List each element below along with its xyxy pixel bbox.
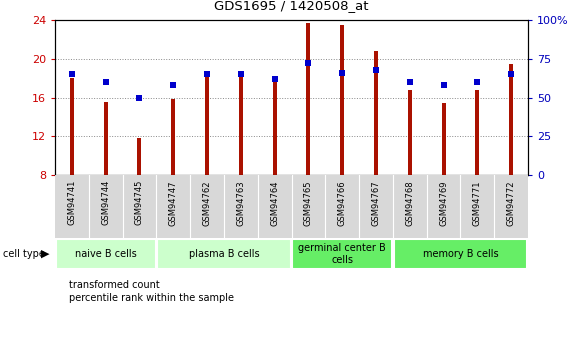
Text: GSM94747: GSM94747	[169, 180, 178, 226]
Bar	[171, 99, 176, 175]
Bar	[89, 175, 123, 238]
Bar	[441, 103, 445, 175]
Bar	[291, 175, 325, 238]
Bar	[306, 23, 311, 175]
Text: GSM94744: GSM94744	[101, 180, 110, 225]
Bar	[137, 138, 141, 175]
Text: germinal center B
cells: germinal center B cells	[298, 243, 386, 265]
Bar	[427, 175, 461, 238]
Text: GSM94745: GSM94745	[135, 180, 144, 225]
Text: transformed count: transformed count	[69, 280, 160, 290]
Bar	[393, 175, 427, 238]
Bar	[408, 90, 412, 175]
Bar	[475, 90, 479, 175]
Text: GSM94764: GSM94764	[270, 180, 279, 226]
Bar	[494, 175, 528, 238]
Text: GSM94762: GSM94762	[203, 180, 211, 226]
Text: GSM94771: GSM94771	[473, 180, 482, 226]
Bar	[509, 63, 513, 175]
Text: GSM94772: GSM94772	[507, 180, 516, 226]
Text: percentile rank within the sample: percentile rank within the sample	[69, 293, 234, 303]
Bar	[156, 175, 190, 238]
FancyBboxPatch shape	[394, 239, 527, 269]
Bar	[340, 25, 344, 175]
Text: GSM94765: GSM94765	[304, 180, 313, 226]
Text: naive B cells: naive B cells	[75, 249, 136, 259]
FancyBboxPatch shape	[56, 239, 156, 269]
Bar	[258, 175, 291, 238]
Bar	[461, 175, 494, 238]
Bar	[103, 102, 108, 175]
Text: plasma B cells: plasma B cells	[189, 249, 259, 259]
Bar	[224, 175, 258, 238]
Bar	[205, 73, 209, 175]
Text: cell type: cell type	[3, 249, 45, 259]
Bar	[273, 80, 277, 175]
Bar	[374, 51, 378, 175]
Text: GDS1695 / 1420508_at: GDS1695 / 1420508_at	[214, 0, 369, 12]
Bar	[359, 175, 393, 238]
Bar	[70, 78, 74, 175]
Text: memory B cells: memory B cells	[423, 249, 498, 259]
Bar	[55, 175, 89, 238]
Text: ▶: ▶	[41, 249, 49, 259]
Bar	[325, 175, 359, 238]
FancyBboxPatch shape	[292, 239, 392, 269]
Bar	[239, 73, 243, 175]
Text: GSM94766: GSM94766	[338, 180, 346, 226]
Text: GSM94768: GSM94768	[405, 180, 414, 226]
Text: GSM94741: GSM94741	[68, 180, 76, 225]
Bar	[190, 175, 224, 238]
Bar	[123, 175, 156, 238]
Text: GSM94767: GSM94767	[371, 180, 381, 226]
Text: GSM94769: GSM94769	[439, 180, 448, 226]
FancyBboxPatch shape	[157, 239, 291, 269]
Text: GSM94763: GSM94763	[236, 180, 245, 226]
